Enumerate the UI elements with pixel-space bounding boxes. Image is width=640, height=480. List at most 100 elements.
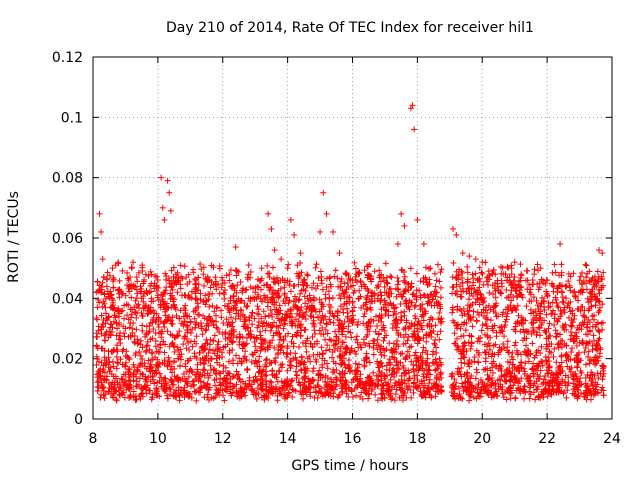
background-point [512, 339, 519, 346]
background-point [340, 309, 347, 316]
background-point [269, 264, 276, 271]
background-point [99, 279, 106, 286]
background-point [554, 303, 561, 310]
y-tick-label: 0.1 [61, 110, 83, 126]
background-point [583, 262, 590, 269]
data-point [98, 228, 105, 235]
background-point [504, 277, 511, 284]
background-point [312, 285, 319, 292]
background-point [526, 388, 533, 395]
background-point [431, 270, 438, 277]
background-point [470, 308, 477, 315]
background-point [95, 296, 102, 303]
background-point [433, 277, 440, 284]
background-point [552, 269, 559, 276]
background-point [533, 297, 540, 304]
background-point [298, 353, 305, 360]
background-point [319, 350, 326, 357]
background-point [537, 332, 544, 339]
background-point [323, 347, 330, 354]
background-point [526, 395, 533, 402]
background-point [143, 347, 150, 354]
background-point [432, 322, 439, 329]
background-point [554, 330, 561, 337]
data-point [128, 265, 135, 272]
background-point [449, 309, 456, 316]
background-point [133, 326, 140, 333]
background-point [413, 270, 420, 277]
data-point [336, 250, 343, 257]
background-point [346, 275, 353, 282]
data-point [323, 210, 330, 217]
background-point [190, 266, 197, 273]
data-point [161, 216, 168, 223]
data-point [166, 189, 173, 196]
background-point [433, 349, 440, 356]
background-point [402, 324, 409, 331]
background-point [436, 336, 443, 343]
background-point [551, 261, 558, 268]
background-point [177, 262, 184, 269]
background-point [371, 268, 378, 275]
data-point [518, 271, 525, 278]
background-point [473, 366, 480, 373]
background-point [233, 352, 240, 359]
background-point [189, 343, 196, 350]
background-point [577, 375, 584, 382]
background-point [459, 279, 466, 286]
y-tick-label: 0.08 [52, 171, 83, 187]
background-point [245, 262, 252, 269]
background-point [207, 336, 214, 343]
data-point [459, 250, 466, 257]
data-point [479, 259, 486, 266]
background-point [132, 297, 139, 304]
background-point [474, 369, 481, 376]
background-point [200, 366, 207, 373]
background-point [142, 271, 149, 278]
background-point [221, 287, 228, 294]
background-point [191, 381, 198, 388]
background-point [380, 337, 387, 344]
background-point [553, 359, 560, 366]
background-point [292, 350, 299, 357]
background-point [434, 261, 441, 268]
background-point [114, 359, 121, 366]
background-point [187, 329, 194, 336]
x-tick-label: 10 [149, 431, 167, 447]
y-tick-label: 0.04 [52, 291, 83, 307]
background-point [266, 270, 273, 277]
data-point [596, 247, 603, 254]
background-point [395, 278, 402, 285]
data-point [427, 265, 434, 272]
background-point [271, 344, 278, 351]
background-point [291, 282, 298, 289]
background-point [136, 348, 143, 355]
background-point [289, 393, 296, 400]
x-tick-label: 16 [344, 431, 362, 447]
background-point [504, 310, 511, 317]
background-point [215, 338, 222, 345]
background-point [383, 346, 390, 353]
background-point [433, 344, 440, 351]
background-point [101, 395, 108, 402]
data-point [265, 210, 272, 217]
chart-title: Day 210 of 2014, Rate Of TEC Index for r… [166, 20, 534, 36]
background-point [95, 327, 102, 334]
background-point [274, 378, 281, 385]
background-point [126, 324, 133, 331]
data-point [284, 265, 291, 272]
background-point [344, 305, 351, 312]
background-point [504, 338, 511, 345]
background-point [458, 380, 465, 387]
background-point [230, 338, 237, 345]
background-point [283, 350, 290, 357]
data-point [271, 247, 278, 254]
background-point [326, 295, 333, 302]
background-point [479, 322, 486, 329]
background-point [320, 351, 327, 358]
data-point [158, 174, 165, 181]
background-point [191, 276, 198, 283]
background-point [192, 324, 199, 331]
background-point [384, 280, 391, 287]
